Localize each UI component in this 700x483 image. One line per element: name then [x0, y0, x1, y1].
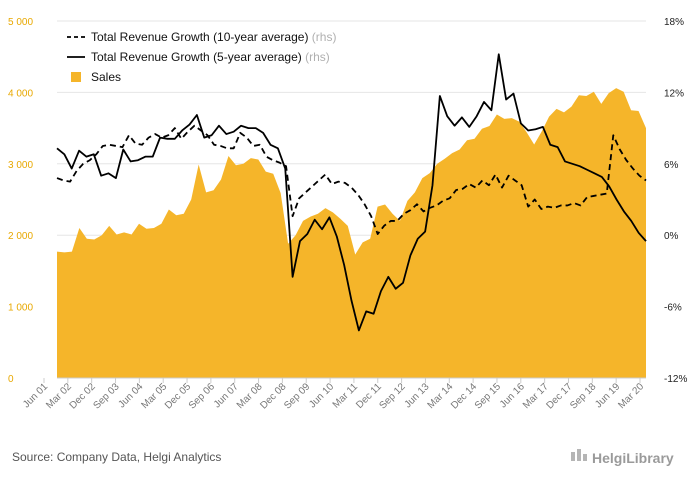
growth-lines-layer: [56, 53, 647, 332]
left-axis-tick-label: 0: [8, 374, 14, 385]
x-axis-tick-label: Sep 12: [378, 381, 408, 411]
growth-10y-line: [56, 124, 647, 235]
legend-swatch: [71, 72, 81, 82]
x-axis-tick-label: Jun 10: [307, 381, 336, 410]
legend: Total Revenue Growth (10-year average) (…: [67, 30, 336, 84]
x-axis-tick-label: Sep 09: [282, 381, 312, 411]
left-axis-tick-label: 1 000: [8, 303, 33, 314]
legend-unit: (rhs): [312, 30, 337, 44]
logo-icon: [577, 449, 581, 461]
left-axis-tick-label: 5 000: [8, 17, 33, 28]
growth-5y-line: [56, 53, 647, 332]
sales-area-layer: [57, 88, 646, 379]
right-axis-tick-label: 12%: [664, 88, 684, 99]
right-axis-tick-label: 18%: [664, 17, 684, 28]
legend-entry: Total Revenue Growth (10-year average) (…: [91, 30, 336, 44]
left-axis-tick-label: 3 000: [8, 160, 33, 171]
right-axis-tick-label: 6%: [664, 160, 679, 171]
legend-unit: (rhs): [305, 50, 330, 64]
x-axis-tick-label: Sep 03: [91, 381, 121, 411]
right-axis-tick-label: -6%: [664, 303, 682, 314]
helgi-library-logo: HelgiLibrary: [571, 449, 674, 466]
right-axis-tick-label: -12%: [664, 374, 687, 385]
left-axis-tick-label: 4 000: [8, 88, 33, 99]
logo-text: HelgiLibrary: [592, 450, 674, 466]
x-axis-tick-label: Sep 06: [187, 381, 217, 411]
source-note: Source: Company Data, Helgi Analytics: [12, 450, 221, 464]
legend-entry: Total Revenue Growth (5-year average) (r…: [91, 50, 330, 64]
left-axis-tick-label: 2 000: [8, 231, 33, 242]
logo-icon: [571, 452, 575, 461]
right-axis-tick-label: 0%: [664, 231, 679, 242]
legend-entry: Sales: [91, 70, 121, 84]
x-axis-tick-label: Sep 18: [568, 381, 598, 411]
x-axis-tick-label: Mar 20: [616, 381, 646, 411]
x-axis-tick-label: Sep 15: [473, 381, 503, 411]
logo-icon: [583, 454, 587, 461]
sales-area: [57, 88, 646, 379]
